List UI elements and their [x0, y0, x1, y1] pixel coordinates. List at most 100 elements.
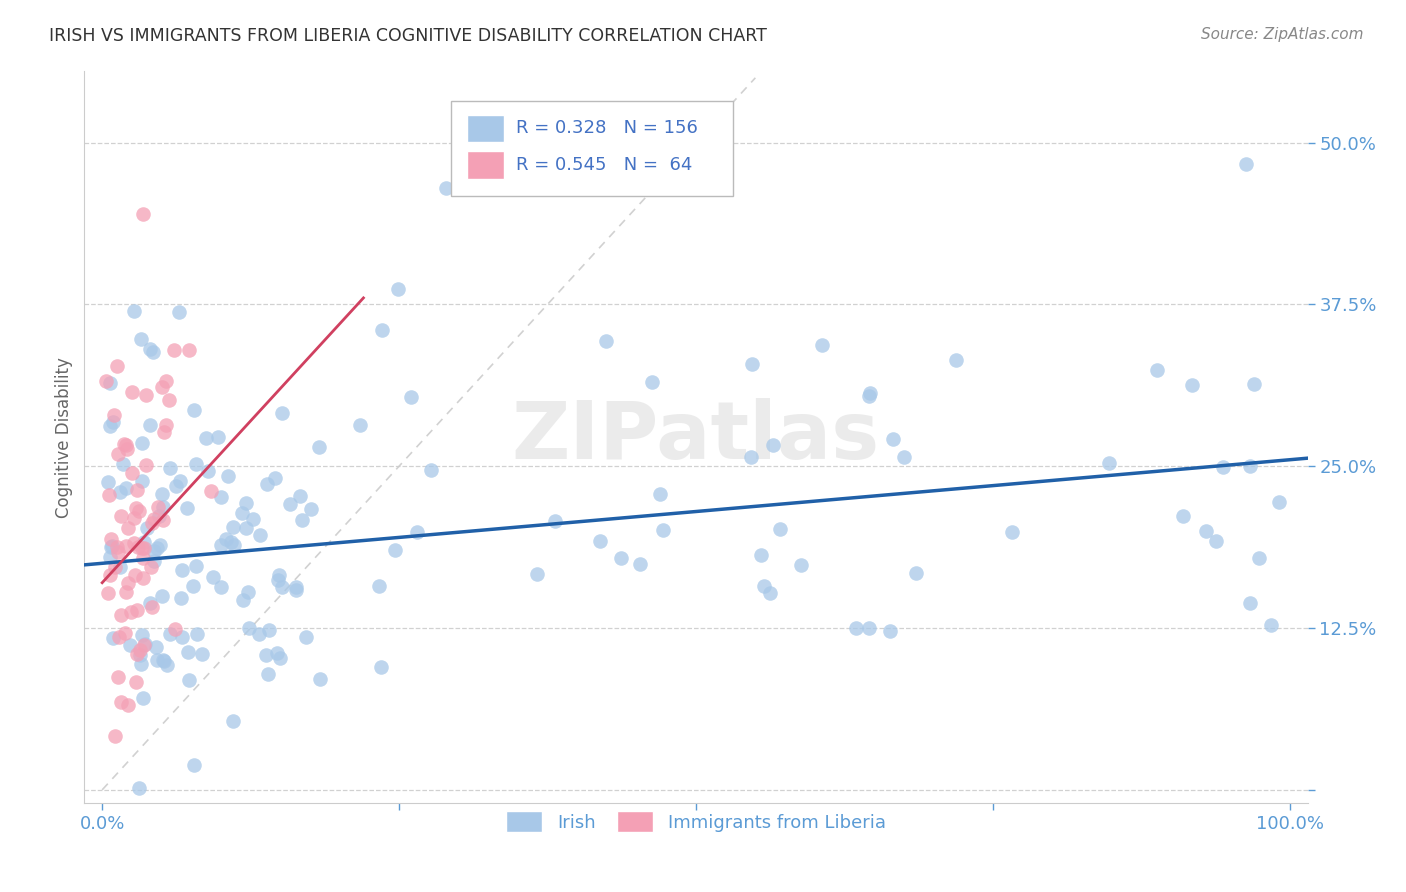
Point [194, 431, 217, 445]
Point [859, 386, 882, 401]
Point [285, 580, 308, 594]
Point [222, 714, 245, 729]
Point [254, 648, 277, 662]
Point [125, 674, 148, 689]
Text: R = 0.545   N =  64: R = 0.545 N = 64 [516, 156, 693, 174]
Point [170, 630, 193, 644]
Point [121, 385, 143, 400]
Point [131, 628, 153, 642]
Point [108, 484, 131, 499]
Point [132, 551, 155, 566]
Point [131, 474, 153, 488]
Point [169, 474, 191, 488]
Point [177, 343, 200, 357]
Point [142, 554, 165, 568]
Point [112, 457, 135, 471]
Point [264, 471, 287, 485]
Point [179, 673, 201, 687]
Point [858, 621, 880, 635]
Point [142, 544, 165, 558]
Point [132, 541, 155, 556]
Point [152, 654, 174, 668]
Point [595, 334, 617, 348]
Point [97, 586, 120, 600]
Point [177, 645, 200, 659]
Point [132, 571, 155, 585]
Point [648, 487, 671, 501]
Point [1098, 456, 1121, 470]
Point [235, 521, 257, 535]
Point [97, 475, 120, 490]
Point [135, 388, 157, 402]
Point [371, 323, 394, 337]
Point [209, 580, 232, 594]
Legend: Irish, Immigrants from Liberia: Irish, Immigrants from Liberia [498, 803, 894, 841]
Point [759, 586, 782, 600]
Point [139, 596, 162, 610]
Point [122, 510, 145, 524]
Point [284, 582, 307, 597]
Point [370, 659, 392, 673]
Point [114, 438, 136, 452]
Point [475, 111, 498, 125]
Point [101, 415, 124, 429]
Point [152, 500, 174, 514]
Point [1234, 156, 1257, 170]
Point [146, 500, 169, 515]
Point [176, 501, 198, 516]
Point [153, 425, 176, 439]
Point [249, 528, 271, 542]
Point [131, 435, 153, 450]
Point [152, 380, 174, 394]
Point [118, 638, 141, 652]
Point [309, 672, 332, 686]
Point [132, 534, 155, 549]
Point [945, 352, 967, 367]
FancyBboxPatch shape [467, 114, 503, 143]
Point [232, 593, 254, 607]
Point [267, 573, 290, 587]
Point [131, 657, 153, 671]
Point [134, 638, 156, 652]
Text: R = 0.328   N = 156: R = 0.328 N = 156 [516, 120, 697, 137]
Point [125, 603, 148, 617]
Point [100, 819, 122, 833]
Point [1239, 596, 1261, 610]
Point [148, 509, 170, 524]
Point [419, 462, 441, 476]
Point [741, 357, 763, 371]
Point [128, 781, 150, 796]
Point [127, 483, 149, 497]
Point [858, 389, 880, 403]
Point [122, 536, 145, 550]
Point [845, 621, 868, 635]
Point [367, 579, 389, 593]
Point [98, 550, 121, 565]
Point [125, 501, 148, 516]
Point [131, 541, 153, 556]
Point [107, 447, 129, 461]
Point [1239, 458, 1261, 473]
Point [207, 430, 229, 444]
Point [129, 648, 152, 662]
Text: Source: ZipAtlas.com: Source: ZipAtlas.com [1201, 27, 1364, 42]
Point [1180, 377, 1202, 392]
Point [222, 538, 245, 552]
Point [186, 559, 208, 574]
Point [152, 653, 174, 667]
Point [256, 476, 278, 491]
Point [288, 489, 311, 503]
Point [630, 557, 652, 571]
Point [1211, 459, 1233, 474]
Point [269, 651, 291, 665]
Point [184, 457, 207, 471]
Point [134, 637, 156, 651]
Point [100, 540, 122, 554]
Point [139, 417, 162, 432]
Point [905, 566, 928, 580]
Point [110, 695, 132, 709]
Point [181, 579, 204, 593]
Point [103, 408, 125, 422]
FancyBboxPatch shape [467, 151, 503, 179]
Point [740, 450, 762, 464]
